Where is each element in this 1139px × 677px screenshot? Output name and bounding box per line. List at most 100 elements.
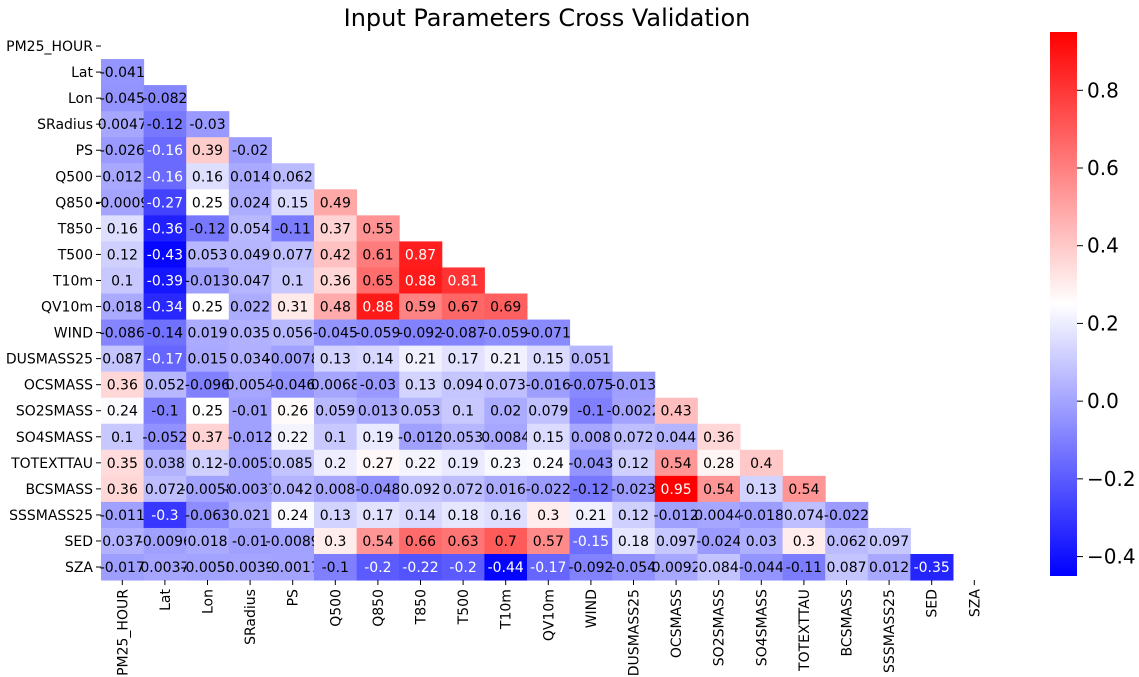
heatmap-cell [740, 527, 784, 555]
heatmap-cell [441, 267, 485, 294]
heatmap-cell [399, 397, 443, 425]
heatmap-cell [271, 371, 315, 399]
cell-value-label: 0.67 [448, 300, 479, 316]
colorbar-tick-label: 0.6 [1087, 156, 1119, 180]
heatmap-cell [314, 554, 358, 581]
heatmap-cell [101, 371, 145, 399]
cell-value-label: 0.1 [111, 430, 133, 446]
heatmap-cell [228, 475, 272, 503]
cell-value-label: 0.21 [575, 508, 606, 524]
heatmap-cell [101, 501, 145, 529]
x-tick-label: OCSMASS [669, 589, 685, 658]
heatmap-cell [314, 267, 358, 294]
heatmap-cell [867, 554, 911, 581]
heatmap-cell [314, 449, 358, 477]
heatmap-cell [186, 293, 230, 321]
heatmap-cell [356, 241, 400, 268]
cell-value-label: -0.22 [402, 560, 438, 576]
heatmap-cell [782, 475, 826, 503]
heatmap-cell [569, 397, 613, 425]
heatmap-cell [186, 423, 230, 451]
heatmap-cell [654, 527, 698, 555]
heatmap-cell [399, 241, 443, 268]
cell-value-label: 0.13 [405, 378, 436, 394]
cell-value-label: 0.24 [277, 508, 308, 524]
heatmap-cell [314, 189, 358, 216]
heatmap-cell [612, 475, 656, 503]
colorbar-tick-label: 0.4 [1087, 234, 1119, 258]
cell-value-label: 0.88 [362, 300, 393, 316]
cell-value-label: 0.092 [400, 482, 440, 498]
cell-value-label: 0.0039 [226, 560, 275, 576]
cell-value-label: 0.54 [661, 456, 692, 472]
cell-value-label: -0.34 [147, 300, 183, 316]
cell-value-label: 0.035 [230, 326, 270, 342]
x-tick-label: Lat [158, 589, 174, 611]
cell-value-label: 0.097 [656, 534, 696, 550]
heatmap-cell [143, 137, 187, 164]
cell-value-label: 0.55 [362, 221, 393, 237]
cell-value-label: -0.041 [100, 65, 145, 81]
heatmap-cell [654, 449, 698, 477]
cell-value-label: -0.0037 [223, 482, 277, 498]
heatmap-cell [101, 423, 145, 451]
cell-value-label: 0.03 [746, 534, 777, 550]
cell-value-label: 0.1 [111, 273, 133, 289]
cell-value-label: -0.03 [360, 378, 396, 394]
cell-value-label: -0.44 [488, 560, 524, 576]
cell-value-label: 0.36 [107, 482, 138, 498]
cell-value-label: -0.0022 [606, 404, 660, 420]
heatmap-cell [654, 501, 698, 529]
heatmap-cell [228, 345, 272, 373]
cell-value-label: 0.21 [405, 352, 436, 368]
x-tick-label: BCSMASS [840, 589, 856, 657]
cell-value-label: 0.54 [362, 534, 393, 550]
x-tick-label: PM25_HOUR [115, 589, 131, 676]
chart-title: Input Parameters Cross Validation [344, 4, 751, 32]
cell-value-label: -0.0089 [266, 534, 320, 550]
heatmap-cell [101, 475, 145, 503]
y-tick-label: BCSMASS [26, 482, 94, 498]
heatmap-cell [101, 137, 145, 164]
heatmap-cell [101, 449, 145, 477]
heatmap-cell [527, 371, 571, 399]
heatmap-cell [612, 371, 656, 399]
cell-value-label: 0.22 [277, 430, 308, 446]
heatmap-cell [441, 319, 485, 347]
heatmap-cell [101, 319, 145, 347]
cell-value-label: 0.12 [618, 456, 649, 472]
cell-value-label: 0.042 [273, 482, 313, 498]
cell-value-label: -0.071 [526, 326, 571, 342]
cell-value-label: -0.03 [189, 117, 225, 133]
heatmap-cell [697, 501, 741, 529]
y-tick-label: SZA [65, 560, 93, 576]
heatmap-cell [271, 397, 315, 425]
cell-value-label: 0.072 [145, 482, 185, 498]
x-tick-label: DUSMASS25 [627, 589, 643, 676]
cell-value-label: -0.018 [739, 508, 784, 524]
heatmap-cell [484, 527, 528, 555]
cell-value-label: 0.14 [405, 508, 436, 524]
cell-value-label: -0.012 [398, 430, 443, 446]
heatmap-cell [484, 293, 528, 321]
heatmap-cell [484, 345, 528, 373]
heatmap-cell [228, 319, 272, 347]
cell-value-label: 0.87 [405, 247, 436, 263]
cell-value-label: 0.019 [187, 326, 227, 342]
heatmap-cell [101, 345, 145, 373]
cell-value-label: 0.16 [490, 508, 521, 524]
cell-value-label: -0.0078 [266, 352, 320, 368]
x-tick-label: SRadius [243, 589, 259, 645]
x-tick-label: Q500 [328, 589, 344, 627]
heatmap-cell [612, 423, 656, 451]
cell-value-label: 0.57 [533, 534, 564, 550]
heatmap-cell [782, 554, 826, 581]
x-tick-label: Q850 [371, 589, 387, 627]
cell-value-label: 0.077 [273, 247, 313, 263]
y-tick-label: SRadius [37, 117, 93, 133]
heatmap-cell [143, 475, 187, 503]
heatmap-cell [527, 501, 571, 529]
cell-value-label: -0.36 [147, 221, 183, 237]
heatmap-cell [143, 501, 187, 529]
heatmap-cell [356, 475, 400, 503]
